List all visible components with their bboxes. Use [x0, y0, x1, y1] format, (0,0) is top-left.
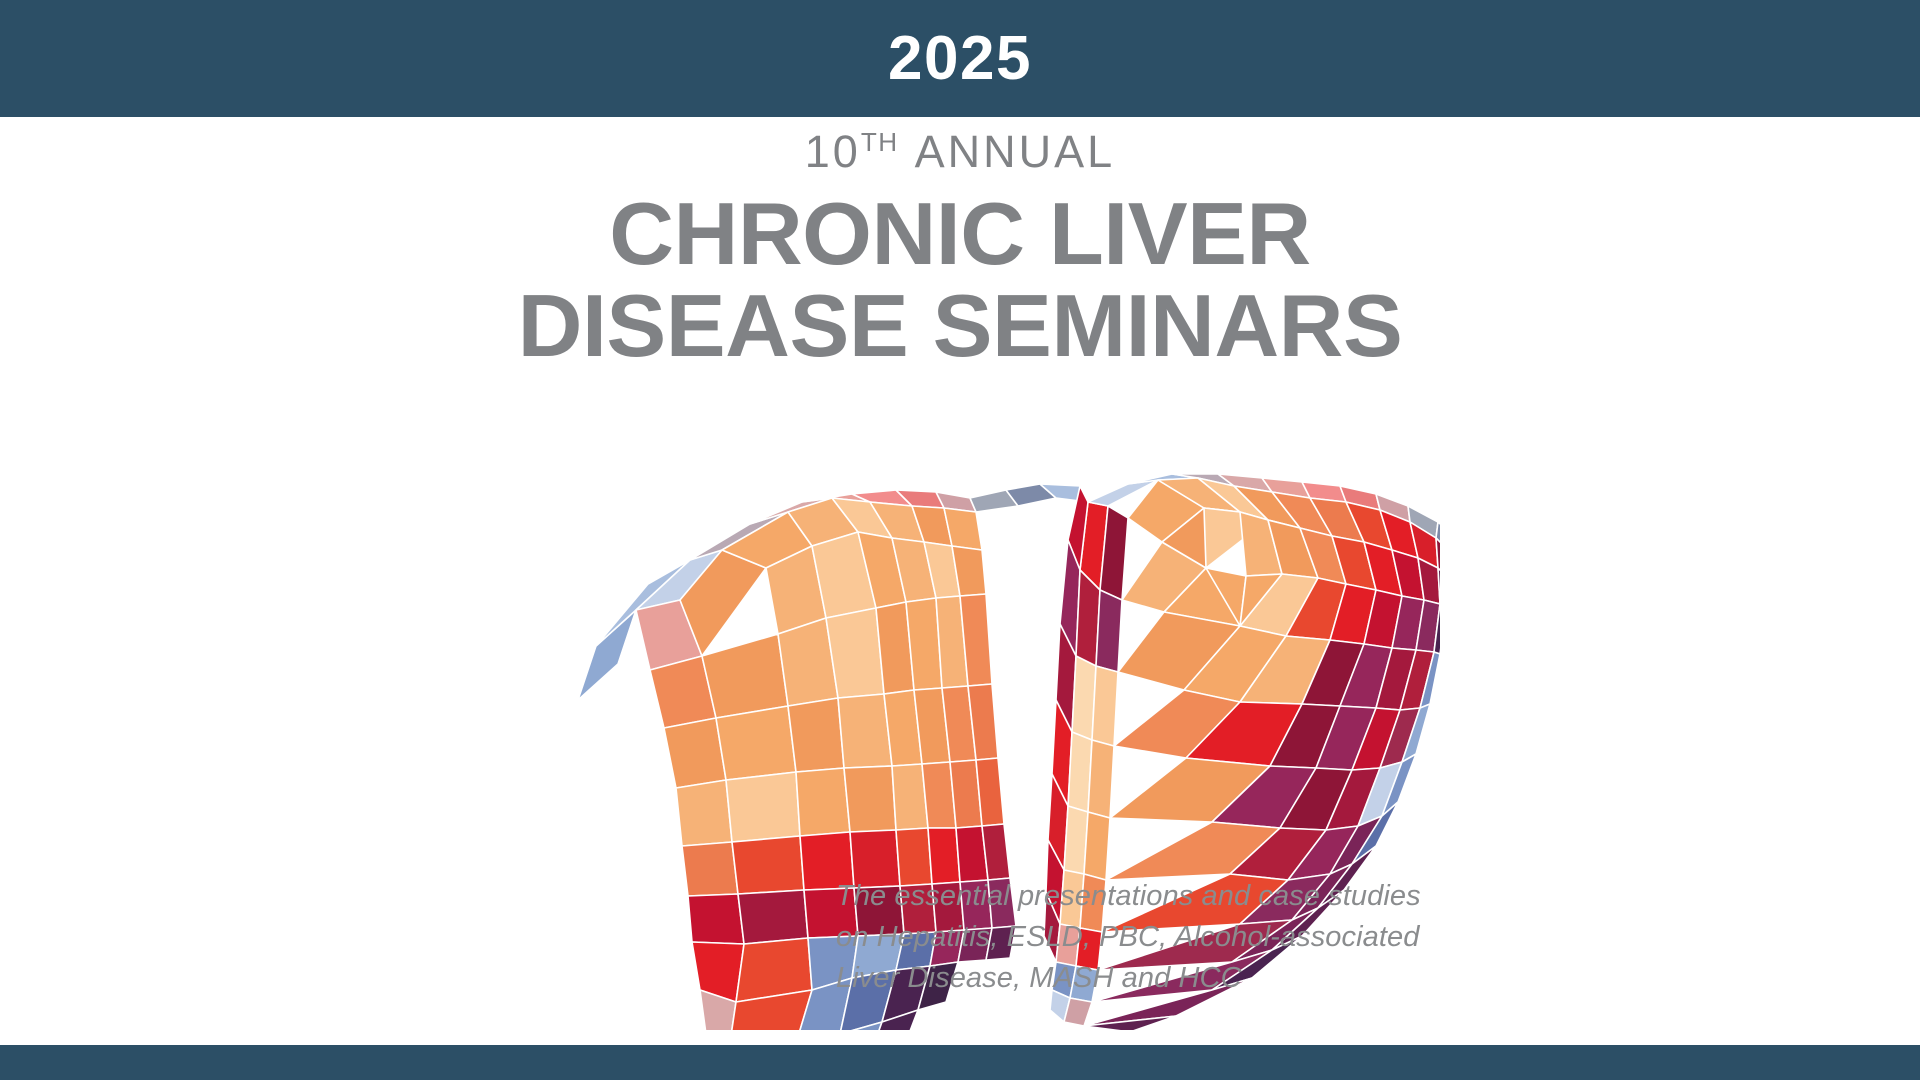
subtitle-block: The essential presentations and case stu… [836, 876, 1536, 1000]
subtitle-line-3: Liver Disease, MASH and HCC [836, 962, 1242, 995]
anniversary-annual-word: ANNUAL [914, 126, 1116, 177]
liver-low-poly-svg [577, 473, 1440, 1030]
page-title-line-2: DISEASE SEMINARS [517, 276, 1403, 376]
liver-illustration [540, 450, 1440, 1030]
headline-block: 10TH ANNUAL CHRONIC LIVER DISEASE SEMINAR… [0, 128, 1920, 370]
subtitle-line-1: The essential presentations and case stu… [836, 880, 1421, 912]
anniversary-eyebrow: 10TH ANNUAL [0, 128, 1920, 175]
subtitle-line-2: on Hepatitis, ESLD, PBC, Alcohol-associa… [836, 921, 1420, 954]
anniversary-ordinal: 10 [804, 126, 861, 177]
bottom-banner-bar [0, 1045, 1920, 1080]
year-label: 2025 [888, 23, 1032, 93]
page-title-line-1: CHRONIC LIVER [609, 184, 1311, 284]
top-banner-bar [0, 0, 1920, 117]
anniversary-ordinal-suffix: TH [860, 127, 899, 157]
